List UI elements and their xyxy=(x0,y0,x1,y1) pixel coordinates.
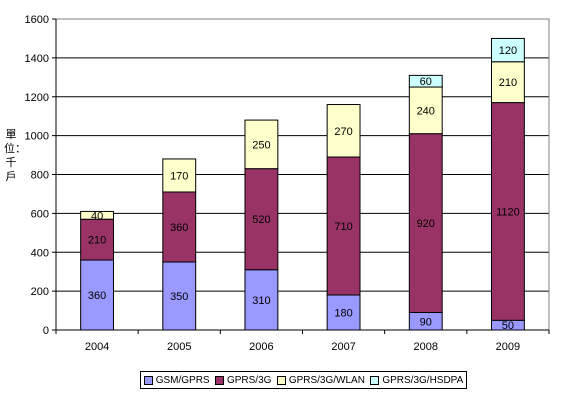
y-tick-label: 200 xyxy=(31,286,49,298)
data-label: 270 xyxy=(334,126,352,138)
data-label: 360 xyxy=(170,222,188,234)
data-label: 360 xyxy=(88,290,106,302)
y-tick-label: 1200 xyxy=(25,92,49,104)
x-tick-label: 2008 xyxy=(414,341,438,353)
data-label: 180 xyxy=(334,308,352,320)
bar-segment xyxy=(326,104,361,158)
bar-segment xyxy=(80,218,115,261)
legend-label: GPRS/3G/WLAN xyxy=(288,374,365,386)
y-tick-label: 1400 xyxy=(25,53,49,65)
data-label: 920 xyxy=(417,218,435,230)
bar-segment xyxy=(326,294,361,331)
gridlines xyxy=(56,18,549,331)
bar-segment xyxy=(244,119,279,170)
legend-label: GPRS/3G/HSDPA xyxy=(382,374,464,386)
y-tick-label: 800 xyxy=(31,170,49,182)
x-tick-label: 2009 xyxy=(496,341,520,353)
y-tick-label: 400 xyxy=(31,247,49,259)
data-label: 120 xyxy=(499,45,517,57)
legend-label: GPRS/3G xyxy=(226,374,272,386)
legend-swatch xyxy=(276,375,286,385)
x-tick-label: 2005 xyxy=(167,341,191,353)
y-tick-label: 1000 xyxy=(25,131,49,143)
x-tick-label: 2006 xyxy=(249,341,273,353)
bar-segment xyxy=(162,191,197,263)
data-label: 50 xyxy=(502,320,514,332)
data-label: 250 xyxy=(252,139,270,151)
x-tick-label: 2004 xyxy=(85,341,109,353)
data-label: 1120 xyxy=(496,206,520,218)
legend-swatch xyxy=(143,375,153,385)
y-tick-label: 1600 xyxy=(25,14,49,26)
legend-swatch xyxy=(214,375,224,385)
bar-segment xyxy=(162,261,197,331)
data-label: 710 xyxy=(334,221,352,233)
bar-segment xyxy=(408,74,443,88)
data-label: 90 xyxy=(420,316,432,328)
axes: 0 200 400 600 800 1000 1200 1400 1600 2004 2005 200… xyxy=(25,14,550,353)
bar-segment xyxy=(162,158,197,193)
bar-segment xyxy=(80,210,115,220)
data-label: 520 xyxy=(252,214,270,226)
bar-segment xyxy=(326,156,361,296)
bar-segment xyxy=(408,86,443,135)
bar-segment xyxy=(490,61,525,104)
legend-swatch xyxy=(370,375,380,385)
x-tick-label: 2007 xyxy=(331,341,355,353)
data-label: 60 xyxy=(420,76,432,88)
data-label: 240 xyxy=(417,105,435,117)
data-label: 210 xyxy=(88,235,106,247)
legend-item-gprs-3g-wlan: GPRS/3G/WLAN xyxy=(276,374,365,386)
legend-item-gprs-3g-hsdpa: GPRS/3G/HSDPA xyxy=(370,375,463,386)
bar-segment xyxy=(490,37,525,63)
y-tick-label: 0 xyxy=(43,325,49,337)
data-label: 170 xyxy=(170,170,188,182)
y-tick-label: 600 xyxy=(31,208,49,220)
data-label: 210 xyxy=(499,77,517,89)
y-axis-label: 單位：千戶 xyxy=(4,128,26,183)
bar-segment xyxy=(408,133,443,314)
data-label: 40 xyxy=(91,210,103,222)
legend-item-gprs-3g: GPRS/3G xyxy=(214,374,272,386)
data-label: 310 xyxy=(252,295,270,307)
legend: GSM/GPRS GPRS/3G GPRS/3G/WLAN GPRS/3G/HS… xyxy=(140,371,467,389)
legend-label: GSM/GPRS xyxy=(155,374,210,386)
bars: 360 210 40 350 360 170 310 520 250 180 710 270 90 920… xyxy=(80,37,525,332)
bar-segment xyxy=(244,168,279,271)
legend-item-gsm-gprs: GSM/GPRS xyxy=(143,374,210,386)
bar-segment xyxy=(490,102,525,321)
data-label: 350 xyxy=(170,291,188,303)
